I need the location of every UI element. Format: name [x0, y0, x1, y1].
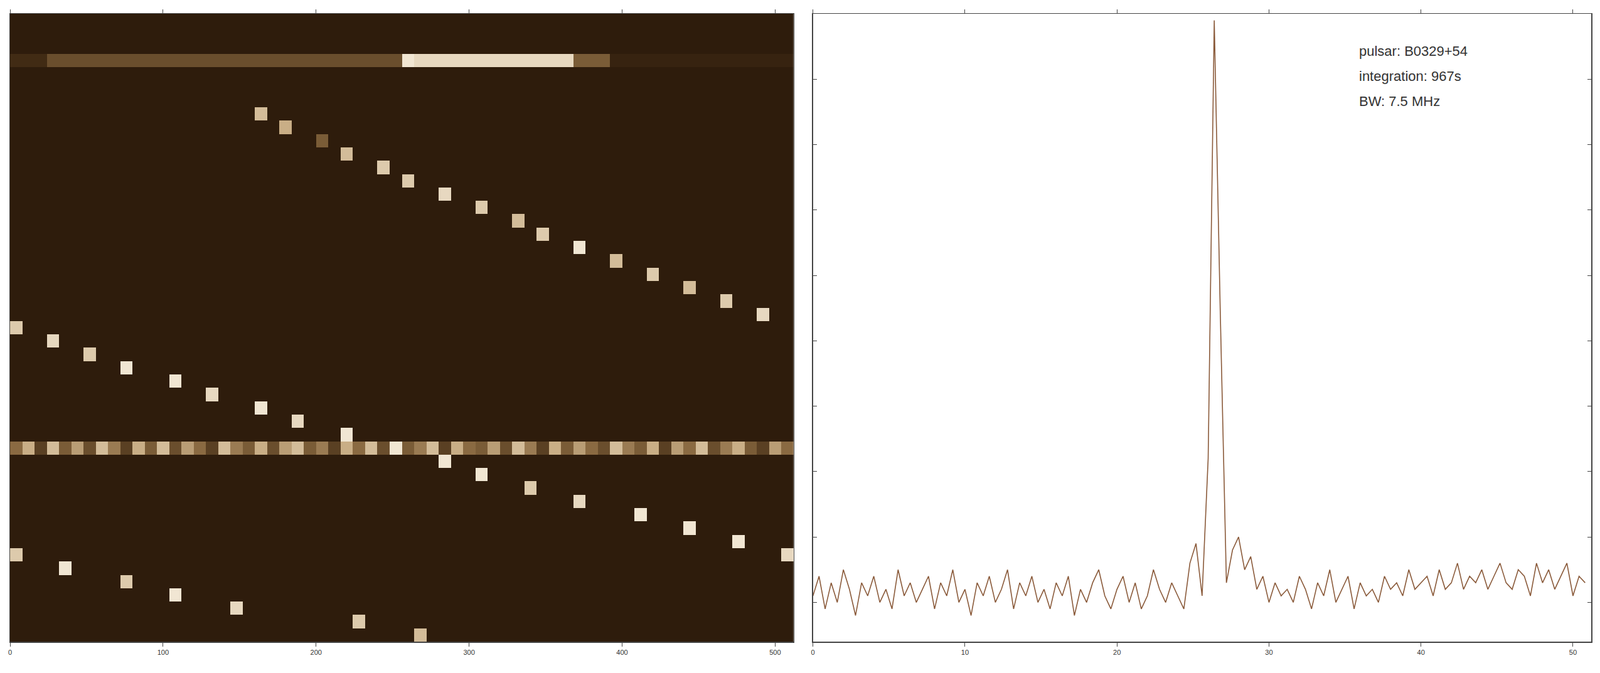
svg-text:500: 500 — [769, 648, 781, 657]
svg-text:200: 200 — [310, 648, 322, 657]
svg-text:0: 0 — [8, 648, 12, 657]
svg-text:10: 10 — [961, 648, 969, 657]
svg-text:BW: 7.5 MHz: BW: 7.5 MHz — [1359, 93, 1440, 110]
svg-text:integration: 967s: integration: 967s — [1359, 68, 1462, 85]
svg-text:30: 30 — [1264, 648, 1273, 657]
svg-text:50: 50 — [1569, 648, 1577, 657]
svg-text:pulsar: B0329+54: pulsar: B0329+54 — [1359, 43, 1468, 59]
svg-text:0: 0 — [811, 648, 816, 657]
svg-text:40: 40 — [1417, 648, 1425, 657]
svg-text:300: 300 — [463, 648, 475, 657]
svg-text:400: 400 — [616, 648, 628, 657]
svg-text:20: 20 — [1113, 648, 1121, 657]
svg-text:100: 100 — [157, 648, 169, 657]
